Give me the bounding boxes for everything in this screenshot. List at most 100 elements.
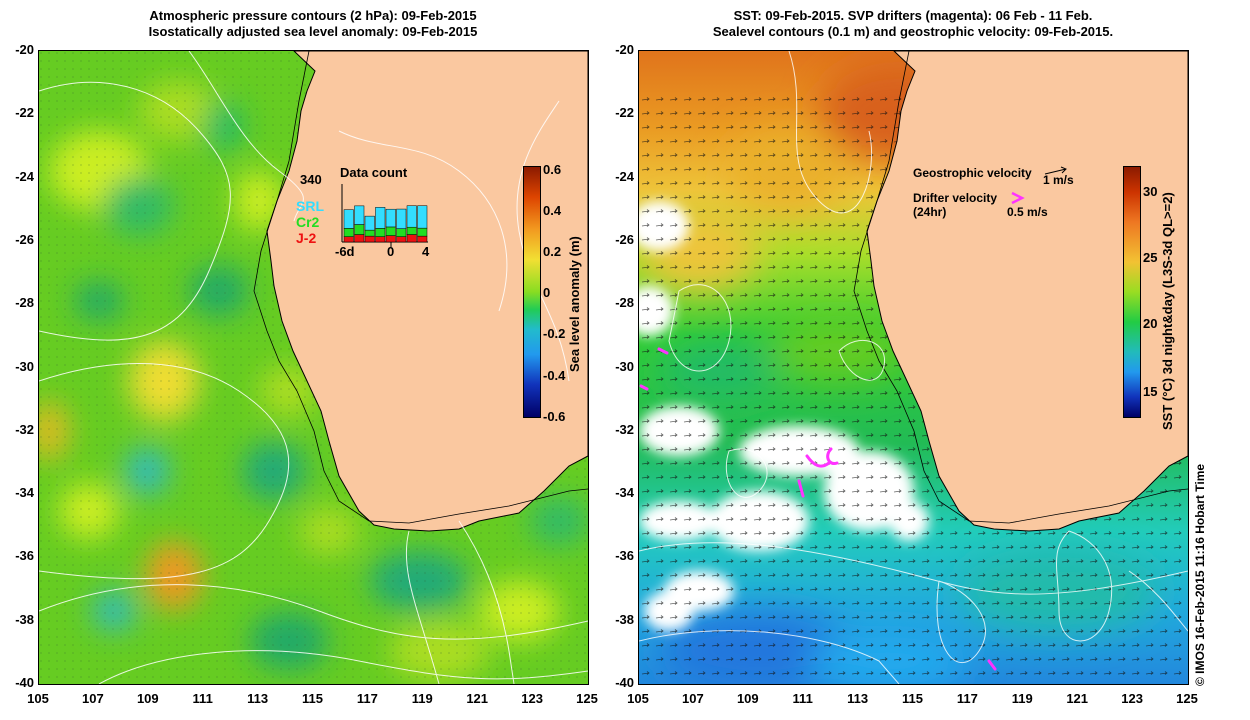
x-tick-label: 115 [302, 691, 323, 706]
colorbar-tick-label: -0.6 [543, 409, 566, 424]
y-tick-label: -36 [15, 548, 34, 564]
y-tick-label: -24 [15, 168, 34, 184]
imos-credit: © IMOS 16-Feb-2015 11:16 Hobart Time [1193, 463, 1207, 686]
x-tick-label: 113 [847, 691, 869, 706]
inset-bar-segment [354, 234, 365, 243]
colorbar-tick-label: 30 [1143, 184, 1158, 199]
x-tick-label: 117 [356, 691, 378, 706]
left-title-line1: Atmospheric pressure contours (2 hPa): 0… [149, 8, 477, 23]
x-tick-label: 105 [27, 691, 49, 706]
y-tick-label: -30 [615, 358, 634, 374]
x-tick-label: 121 [1066, 691, 1089, 706]
y-tick-label: -40 [15, 675, 34, 690]
right-title-line1: SST: 09-Feb-2015. SVP drifters (magenta)… [733, 8, 1093, 23]
inset-bar-segment [385, 226, 396, 236]
x-tick-label: 125 [576, 691, 598, 706]
x-tick-label: 119 [411, 691, 433, 706]
colorbar-tick-label: 25 [1143, 250, 1158, 265]
y-tick-label: -28 [15, 295, 34, 311]
inset-bar-segment [406, 234, 417, 243]
y-tick-label: -20 [615, 42, 634, 57]
right-title-line2: Sealevel contours (0.1 m) and geostrophi… [712, 24, 1114, 39]
inset-bar-segment [343, 209, 354, 229]
inset-x-label-zero: 0 [387, 244, 395, 259]
colorbar-tick-label: 15 [1143, 384, 1158, 399]
inset-bar-segment [417, 235, 428, 243]
drifter-sub-label: (24hr) [913, 205, 947, 219]
y-tick-label: -32 [15, 421, 34, 437]
x-tick-label: 113 [247, 691, 269, 706]
x-tick-label: 111 [792, 691, 813, 706]
geostrophic-velocity-label: Geostrophic velocity [913, 166, 1032, 180]
inset-max-label: 340 [300, 172, 322, 187]
inset-bar-segment [375, 236, 386, 243]
drifter-velocity-label: Drifter velocity [913, 191, 998, 205]
inset-bar-segment [396, 228, 407, 237]
colorbar-tick-label: 0.4 [543, 203, 562, 218]
y-tick-label: -34 [15, 485, 34, 501]
drifter-arrow-icon [1011, 191, 1025, 205]
y-tick-label: -32 [615, 421, 634, 437]
colorbar-tick-label: -0.2 [543, 326, 566, 341]
inset-x-label-end: 4 [422, 244, 430, 259]
right-map[interactable] [638, 50, 1189, 685]
x-tick-label: 125 [1176, 691, 1198, 706]
inset-bar-segment [396, 208, 407, 229]
inset-bar-segment [354, 205, 365, 225]
x-tick-label: 107 [82, 691, 104, 706]
x-tick-label: 115 [902, 691, 923, 706]
x-tick-label: 109 [736, 691, 759, 706]
y-tick-label: -40 [615, 675, 634, 690]
sea-level-anomaly-map [39, 51, 588, 684]
inset-bar-segment [385, 235, 396, 243]
inset-bar-segment [343, 236, 354, 243]
x-tick-label: 121 [466, 691, 489, 706]
legend-j2: J-2 [296, 230, 317, 246]
inset-bar-segment [354, 224, 365, 235]
x-tick-label: 123 [1121, 691, 1143, 706]
inset-x-label-start: -6d [335, 244, 355, 259]
x-tick-label: 109 [136, 691, 159, 706]
inset-bar-segment [343, 228, 354, 237]
drifter-scale-label: 0.5 m/s [1007, 205, 1048, 219]
x-tick-label: 105 [627, 691, 649, 706]
inset-bar-segment [364, 235, 375, 243]
y-tick-label: -36 [615, 548, 634, 564]
inset-bar-segment [396, 236, 407, 243]
sst-map [639, 51, 1188, 684]
x-tick-label: 123 [521, 691, 543, 706]
y-tick-label: -20 [15, 42, 34, 57]
y-tick-label: -24 [615, 168, 634, 184]
y-tick-label: -26 [15, 231, 34, 247]
inset-bar-segment [364, 229, 375, 237]
x-tick-label: 119 [1011, 691, 1033, 706]
y-tick-label: -34 [615, 485, 634, 501]
y-tick-label: -22 [15, 105, 34, 121]
colorbar-tick-label: 20 [1143, 316, 1158, 331]
geostrophic-arrow-icon [1044, 166, 1067, 175]
y-tick-label: -38 [615, 611, 634, 627]
left-map[interactable] [38, 50, 589, 685]
colorbar-tick-label: -0.4 [543, 368, 566, 383]
sst-colorbar [1123, 166, 1141, 418]
inset-bar-segment [406, 205, 417, 228]
colorbar-tick-label: 0 [543, 285, 551, 300]
y-tick-label: -28 [615, 295, 634, 311]
data-count-inset [341, 184, 428, 247]
right-title: SST: 09-Feb-2015. SVP drifters (magenta)… [638, 8, 1188, 40]
legend-srl: SRL [296, 198, 324, 214]
sea-level-colorbar [523, 166, 541, 418]
inset-bar-segment [406, 226, 417, 235]
inset-bar-segment [417, 205, 428, 229]
inset-bar-segment [417, 227, 428, 237]
geostrophic-scale-label: 1 m/s [1043, 173, 1074, 187]
inset-bar-segment [364, 215, 375, 231]
inset-bar-segment [375, 228, 386, 237]
sst-colorbar-label: SST (°C) 3d night&day (L3S-3d QL>=2) [1160, 192, 1175, 430]
x-tick-label: 117 [956, 691, 978, 706]
colorbar-tick-label: 0.6 [543, 162, 562, 177]
left-title: Atmospheric pressure contours (2 hPa): 0… [38, 8, 588, 40]
y-tick-label: -38 [15, 611, 34, 627]
inset-bar-segment [385, 208, 396, 228]
left-title-line2: Isostatically adjusted sea level anomaly… [148, 24, 478, 39]
